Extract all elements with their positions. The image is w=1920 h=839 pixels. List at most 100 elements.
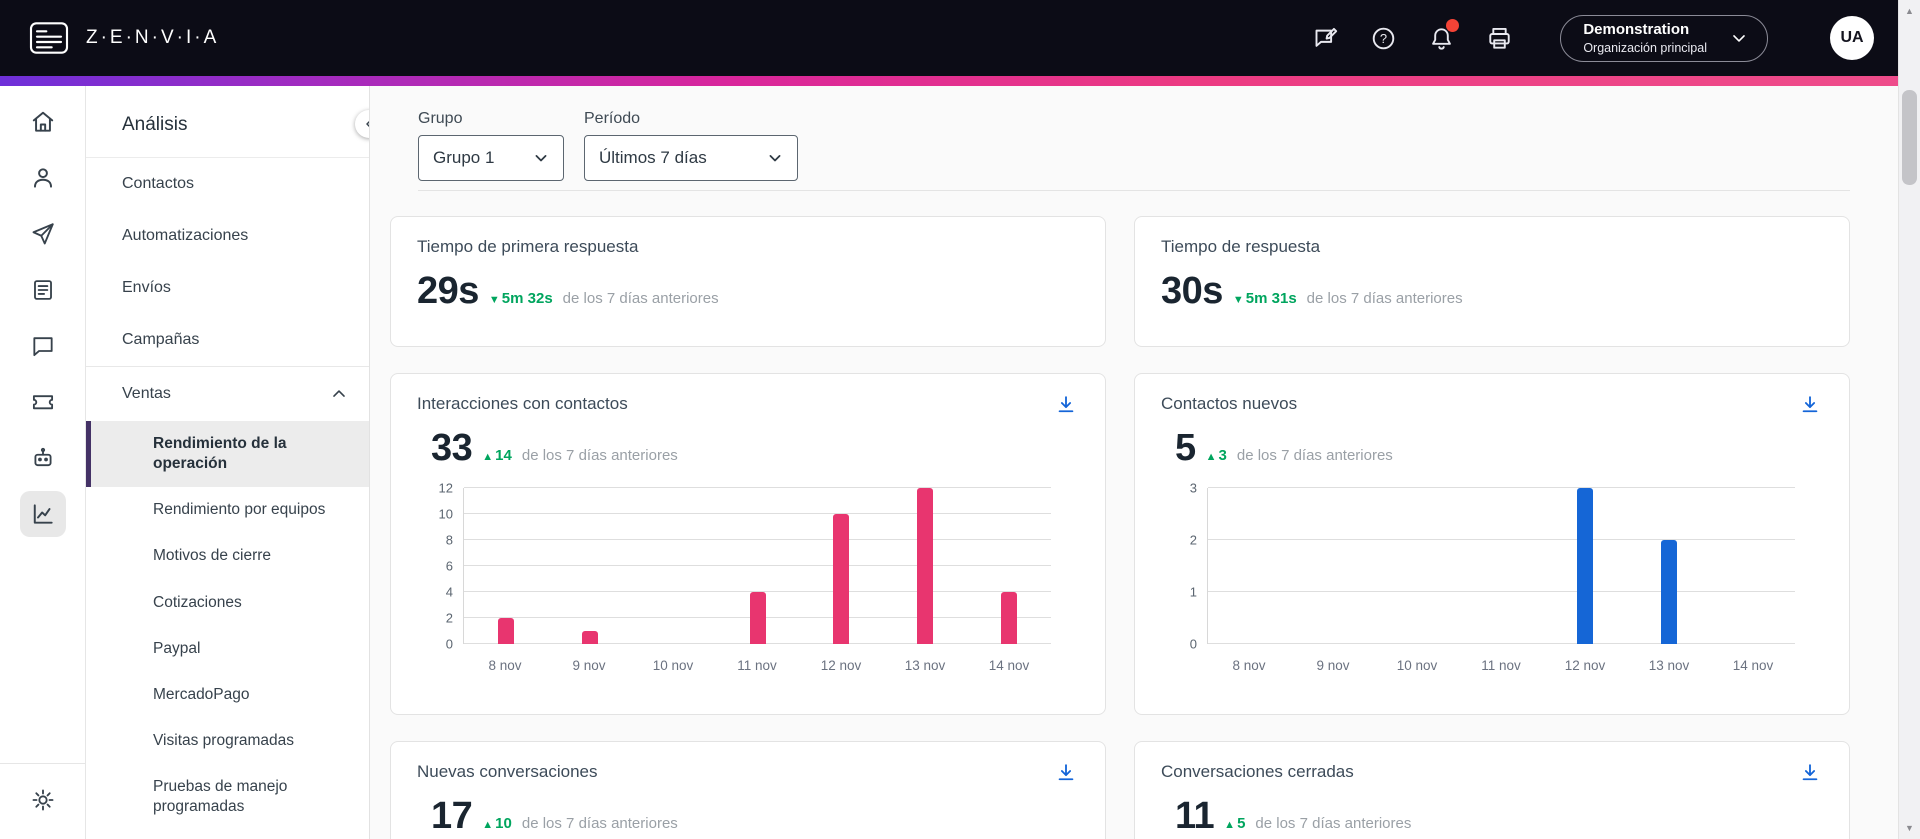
chart-y-axis: 0 2 4 6 8 10 12: [427, 482, 463, 651]
y-tick-label: 0: [1189, 636, 1197, 652]
gridline: [1208, 591, 1795, 592]
delta-up-icon: ▲: [482, 819, 494, 831]
sidebar-item-rendimiento-operacion[interactable]: Rendimiento de la operación: [86, 421, 369, 488]
user-avatar[interactable]: UA: [1830, 16, 1874, 60]
scroll-down-icon[interactable]: ▼: [1905, 823, 1914, 833]
filters-divider: [418, 190, 1850, 191]
rail-item-send[interactable]: [20, 211, 66, 257]
scroll-up-icon[interactable]: ▲: [1905, 6, 1914, 16]
sidebar-item-cotizaciones[interactable]: Cotizaciones: [153, 593, 242, 611]
card-title: Conversaciones cerradas: [1161, 762, 1354, 781]
app-body: Análisis Contactos Automatizaciones Enví…: [0, 86, 1920, 839]
stat-compare: de los 7 días anteriores: [1255, 815, 1412, 832]
gridline: [464, 591, 1051, 592]
sidebar-item-contactos[interactable]: Contactos: [122, 175, 195, 192]
x-tick-label: 10 nov: [652, 658, 694, 673]
organization-info: Demonstration Organización principal: [1583, 20, 1707, 56]
stat-delta: ▲ 3: [1205, 447, 1227, 464]
chart-y-axis: 0 1 2 3: [1171, 482, 1207, 651]
sidebar-item-automatizaciones[interactable]: Automatizaciones: [122, 227, 249, 244]
analytics-icon: [33, 504, 53, 524]
card-title: Tiempo de respuesta: [1161, 237, 1321, 256]
bar-8-nov: [497, 618, 514, 644]
y-tick-label: 4: [445, 584, 453, 600]
download-button[interactable]: [1799, 762, 1823, 786]
notifications-button[interactable]: [1426, 19, 1460, 53]
organization-name: Demonstration: [1583, 21, 1690, 39]
rail-item-settings[interactable]: [20, 777, 66, 823]
stat-row: 29s ▼ 5m 32s de los 7 días anteriores: [417, 270, 1079, 313]
stat-row: 17 ▲ 10 de los 7 días anteriores: [431, 795, 1079, 838]
download-button[interactable]: [1055, 394, 1079, 418]
send-icon: [32, 223, 54, 245]
sidebar-item-pruebas-manejo[interactable]: Pruebas de manejo programadas: [153, 778, 288, 816]
filters: Grupo Grupo 1 Período Últimos 7 días: [418, 110, 1850, 181]
new-conversation-button[interactable]: [1310, 23, 1340, 53]
gridline: [1208, 487, 1795, 488]
card-title: Contactos nuevos: [1161, 394, 1298, 413]
sidebar-section-ventas[interactable]: Ventas: [86, 366, 369, 421]
rail-item-bot[interactable]: [20, 435, 66, 481]
chart-plot-area: [463, 487, 1051, 644]
collapse-sidebar-button[interactable]: [355, 110, 369, 138]
download-icon: [1802, 396, 1818, 413]
sidebar-item-mercadopago[interactable]: MercadoPago: [153, 685, 250, 703]
print-icon: [1489, 27, 1510, 49]
scrollbar-thumb[interactable]: [1902, 90, 1917, 185]
rail-item-chat[interactable]: [20, 323, 66, 369]
delta-up-icon: ▲: [482, 451, 494, 463]
gridline: [464, 565, 1051, 566]
brand-name: Z·E·N·V·I·A: [86, 27, 220, 48]
sidebar-item-visitas-programadas[interactable]: Visitas programadas: [153, 731, 295, 749]
sidebar-item-envios[interactable]: Envíos: [122, 279, 171, 296]
gridline: [1208, 539, 1795, 540]
stat-value: 30s: [1161, 270, 1223, 312]
rail-item-documents[interactable]: [20, 267, 66, 313]
bar-9-nov: [581, 631, 598, 644]
rail-item-tickets[interactable]: [20, 379, 66, 425]
x-tick-label: 8 nov: [1232, 658, 1266, 673]
download-button[interactable]: [1055, 762, 1079, 786]
ticket-icon: [32, 395, 53, 410]
zenvia-logo-icon: [26, 18, 72, 58]
download-button[interactable]: [1799, 394, 1823, 418]
notification-badge: [1446, 19, 1460, 32]
stat-compare: de los 7 días anteriores: [1306, 290, 1463, 307]
icon-rail: [0, 86, 86, 839]
x-tick-label: 14 nov: [1732, 658, 1774, 673]
sidebar-item-rendimiento-equipos[interactable]: Rendimiento por equipos: [153, 501, 326, 519]
stat-compare: de los 7 días anteriores: [521, 815, 678, 832]
x-tick-label: 8 nov: [488, 658, 522, 673]
rail-item-contacts[interactable]: [20, 155, 66, 201]
sidebar-item-paypal[interactable]: Paypal: [153, 639, 201, 657]
help-button[interactable]: ?: [1368, 23, 1398, 53]
sidebar-item-motivos-cierre[interactable]: Motivos de cierre: [153, 547, 272, 565]
stat-compare: de los 7 días anteriores: [521, 447, 678, 464]
period-select-value: Últimos 7 días: [599, 148, 707, 167]
bar-12-nov: [1577, 488, 1594, 644]
period-filter-label: Período: [584, 110, 641, 127]
bot-icon: [33, 447, 52, 467]
download-icon: [1058, 764, 1074, 781]
period-select[interactable]: Últimos 7 días: [584, 135, 798, 181]
group-select[interactable]: Grupo 1: [418, 135, 564, 181]
rail-item-analytics[interactable]: [19, 491, 66, 537]
rail-item-home[interactable]: [20, 99, 66, 145]
card-title: Nuevas conversaciones: [417, 762, 598, 781]
chart-plot-area: [1207, 487, 1795, 644]
chart-x-axis: 8 nov 9 nov 10 nov 11 nov 12 nov 13 nov 14 nov: [463, 648, 1051, 674]
sidebar-item-campanas[interactable]: Campañas: [122, 331, 200, 348]
download-icon: [1058, 396, 1074, 413]
card-head: Interacciones con contactos: [417, 394, 1079, 418]
stat-delta: ▲ 5: [1224, 815, 1246, 832]
stat-row: 33 ▲ 14 de los 7 días anteriores: [431, 427, 1079, 470]
page-scrollbar[interactable]: ▲ ▼: [1898, 0, 1920, 839]
x-tick-label: 12 nov: [1564, 658, 1606, 673]
card-head: Contactos nuevos: [1161, 394, 1823, 418]
y-tick-label: 1: [1189, 584, 1197, 600]
stat-delta: ▼ 5m 32s: [488, 290, 553, 307]
organization-switcher[interactable]: Demonstration Organización principal: [1560, 14, 1768, 62]
print-button[interactable]: [1484, 23, 1514, 53]
chevron-up-icon: [333, 390, 345, 397]
x-tick-label: 13 nov: [1648, 658, 1690, 673]
